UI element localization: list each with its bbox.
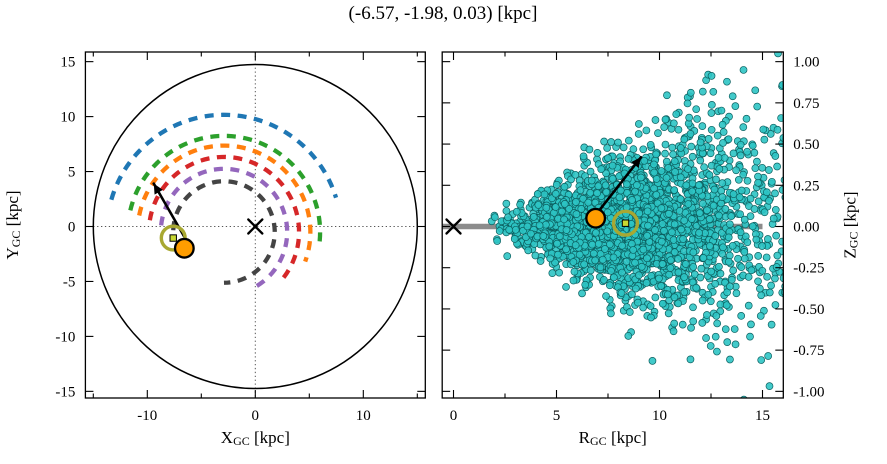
svg-text:-5: -5 [63,274,76,290]
svg-text:0.00: 0.00 [793,220,819,236]
svg-text:0: 0 [252,408,260,424]
svg-text:0: 0 [450,408,458,424]
svg-text:15: 15 [755,408,770,424]
svg-text:ZGC [kpc]: ZGC [kpc] [840,191,860,258]
svg-text:15: 15 [60,55,75,71]
svg-text:0: 0 [68,220,76,236]
svg-text:(-6.57, -1.98, 0.03) [kpc]: (-6.57, -1.98, 0.03) [kpc] [349,3,538,24]
svg-text:-0.50: -0.50 [793,302,824,318]
svg-text:RGC [kpc]: RGC [kpc] [579,428,647,448]
svg-text:-15: -15 [55,384,75,400]
svg-text:-0.75: -0.75 [793,343,824,359]
svg-text:0.75: 0.75 [793,96,819,112]
svg-text:-0.25: -0.25 [793,261,824,277]
svg-text:-1.00: -1.00 [793,384,824,400]
svg-text:5: 5 [68,165,76,181]
svg-text:5: 5 [553,408,561,424]
svg-text:XGC [kpc]: XGC [kpc] [221,428,290,448]
svg-text:10: 10 [60,110,75,126]
svg-text:YGC [kpc]: YGC [kpc] [3,190,23,259]
svg-text:0.50: 0.50 [793,137,819,153]
svg-text:-10: -10 [55,329,75,345]
svg-text:10: 10 [652,408,667,424]
svg-text:1.00: 1.00 [793,55,819,71]
svg-text:0.25: 0.25 [793,178,819,194]
svg-text:10: 10 [356,408,371,424]
svg-text:-10: -10 [137,408,157,424]
